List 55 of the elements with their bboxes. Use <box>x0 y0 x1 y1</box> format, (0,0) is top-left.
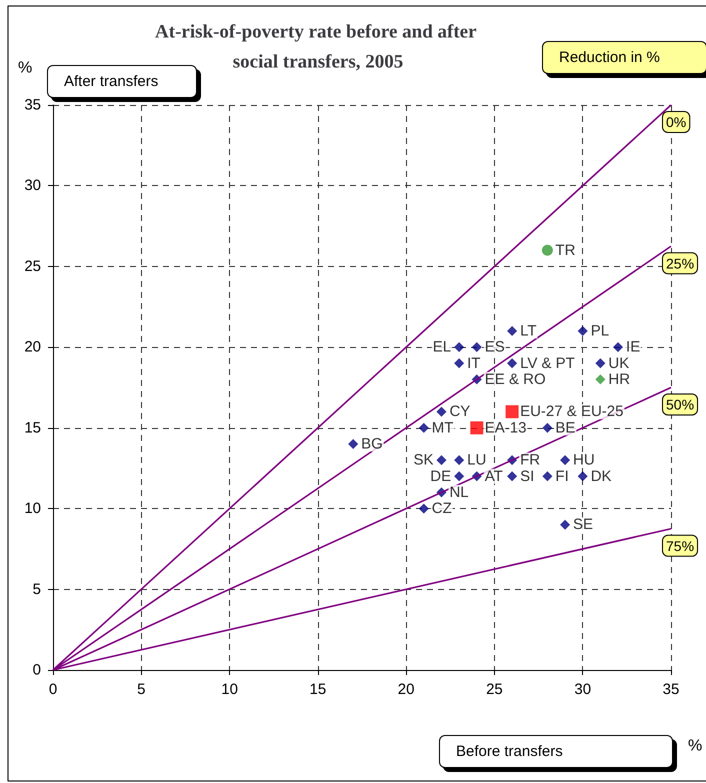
series-label: 0% <box>666 114 686 130</box>
x-tick-label: 30 <box>574 681 592 698</box>
annotation: DE <box>430 468 452 485</box>
annotation: ES <box>484 338 505 356</box>
x-tick-label: 35 <box>662 681 680 698</box>
annotation: FI <box>555 468 569 485</box>
y-tick-label: 5 <box>32 580 41 598</box>
y-tick-label: 35 <box>24 96 41 114</box>
text: % <box>18 60 32 76</box>
y-tick-label: 15 <box>24 419 41 436</box>
annotation: EL <box>432 338 452 356</box>
y-axis-title: After transfers <box>64 73 158 90</box>
series-label: 75% <box>666 538 694 554</box>
x-tick-label: 15 <box>310 681 326 698</box>
annotation: EU-27 & EU-25 <box>520 403 624 420</box>
annotation: EA-13 <box>484 419 526 436</box>
annotation: BE <box>555 419 576 436</box>
legend-title: Reduction in % <box>559 49 660 66</box>
annotation: HR <box>608 370 630 388</box>
annotation: MT <box>432 419 454 436</box>
annotation: DK <box>590 468 612 485</box>
x-tick-label: 25 <box>486 681 503 698</box>
annotation: FR <box>520 452 540 469</box>
y-tick-label: 20 <box>24 338 41 356</box>
annotation: EE & RO <box>484 370 546 388</box>
annotation: TR <box>555 242 576 259</box>
annotation: LV & PT <box>520 354 575 372</box>
annotation: SK <box>413 452 434 469</box>
annotation: NL <box>449 484 469 501</box>
series-label: 25% <box>666 255 694 272</box>
annotation: UK <box>608 354 630 372</box>
x-tick-label: 0 <box>48 681 58 698</box>
annotation: AT <box>484 468 503 485</box>
annotation: CY <box>449 403 470 420</box>
y-tick-label: 30 <box>24 177 41 194</box>
x-tick-label: 20 <box>398 681 414 698</box>
chart-title: At-risk-of-poverty rate before and after social transfers, 2005 <box>155 22 481 72</box>
y-tick-label: 10 <box>24 500 41 518</box>
x-tick-label: 10 <box>221 681 238 698</box>
annotation: HU <box>573 452 595 469</box>
text: % <box>688 738 702 754</box>
y-tick-label: 0 <box>32 662 41 678</box>
annotation: BG <box>361 436 383 452</box>
annotation: LT <box>520 322 536 340</box>
annotation: IE <box>626 338 640 356</box>
y-tick-label: 25 <box>24 258 41 275</box>
x-axis-title: Before transfers <box>456 743 563 760</box>
annotation: SI <box>520 468 534 485</box>
annotation: LU <box>467 452 486 469</box>
annotation: SE <box>573 516 594 534</box>
series-label: 50% <box>666 396 694 412</box>
annotation: CZ <box>432 500 452 518</box>
annotation: PL <box>590 322 610 340</box>
x-tick-label: 5 <box>137 681 146 698</box>
annotation: IT <box>467 354 480 372</box>
